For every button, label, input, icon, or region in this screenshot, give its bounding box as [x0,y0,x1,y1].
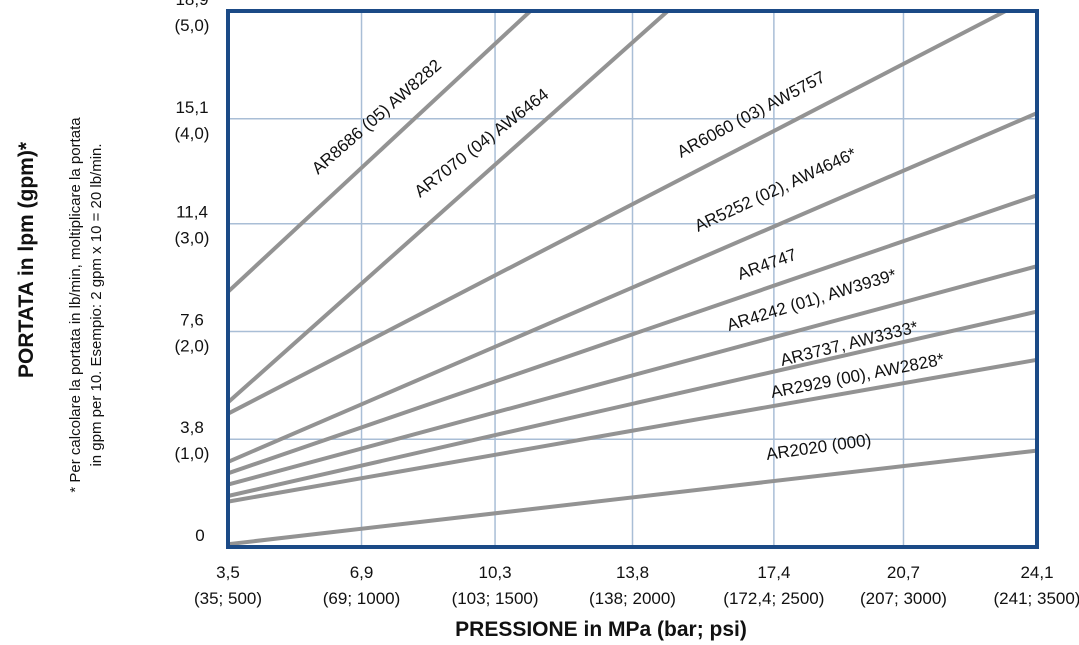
y-tick-label: 7,6 [180,310,204,329]
footnote-line-1: * Per calcolare la portata in lb/min, mo… [67,117,84,493]
series-line [227,264,1038,487]
footnote-line-2: in gpm per 10. Esempio: 2 gpm x 10 = 20 … [88,143,105,466]
x-tick-sublabel: (207; 3000) [860,589,947,608]
y-tick-label: 11,4 [176,203,208,222]
series-lines [226,9,1038,547]
series-line [226,9,670,404]
series-line [227,309,1038,498]
y-tick-labels: 0 3,8 (1,0) 7,6 (2,0) 11,4 (3,0) 15,1 (4,0) 18,9 (… [175,0,210,545]
series-label: AR4747 [735,245,799,284]
y-tick-label: 18,9 [175,0,208,9]
series-label: AR5252 (02), AW4646* [692,144,860,236]
x-tick-sublabel: (35; 500) [194,589,262,608]
y-tick-sublabel: (1,0) [175,444,210,463]
series-line [227,9,1007,416]
grid-lines [228,11,1037,547]
series-line [226,9,532,294]
y-tick-label: 15,1 [175,98,208,117]
y-axis-title: PORTATA in lpm (gpm)* [15,141,38,378]
y-tick-label: 0 [195,526,204,545]
series-line [227,357,1038,504]
x-tick-sublabel: (69; 1000) [323,589,401,608]
series-line [227,111,1038,464]
x-tick-label: 6,9 [350,563,374,582]
y-tick-label: 3,8 [180,418,204,437]
series-label: AR2020 (000) [765,430,872,464]
y-tick-sublabel: (5,0) [175,16,210,35]
x-tick-label: 10,3 [479,563,512,582]
y-tick-sublabel: (2,0) [175,336,210,355]
x-tick-label: 13,8 [616,563,649,582]
x-tick-labels: 3,5 (35; 500) 6,9 (69; 1000) 10,3 (103; 1500)… [194,563,1079,608]
series-line [227,193,1038,476]
x-tick-label: 17,4 [757,563,790,582]
x-tick-label: 20,7 [887,563,920,582]
x-tick-sublabel: (103; 1500) [452,589,539,608]
series-line [227,448,1038,547]
x-tick-label: 24,1 [1020,563,1053,582]
y-tick-sublabel: (4,0) [175,124,210,143]
x-tick-sublabel: (172,4; 2500) [723,589,824,608]
plot-frame [226,9,1039,549]
x-tick-sublabel: (241; 3500) [994,589,1079,608]
x-tick-label: 3,5 [216,563,240,582]
y-tick-sublabel: (3,0) [175,229,210,248]
series-label: AR8686 (05) AW8282 [308,56,445,178]
x-tick-sublabel: (138; 2000) [589,589,676,608]
x-axis-title: PRESSIONE in MPa (bar; psi) [455,618,747,641]
